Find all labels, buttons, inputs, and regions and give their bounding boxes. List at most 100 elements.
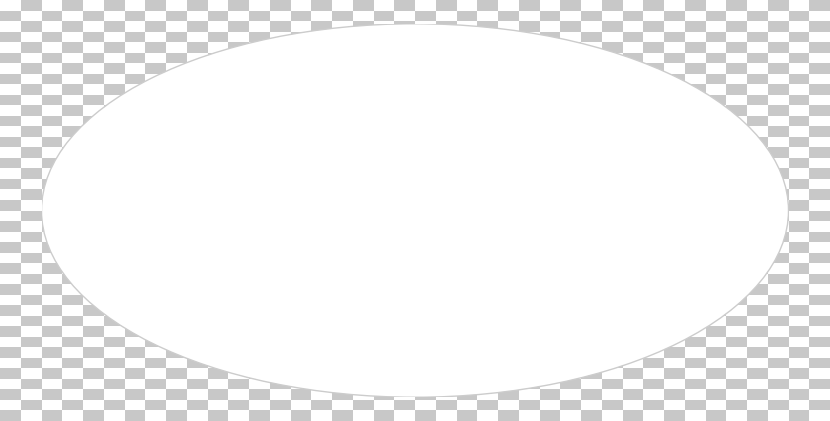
Bar [208, 305, 228, 316]
Bar [726, 158, 747, 168]
Bar [622, 410, 643, 421]
Bar [788, 158, 809, 168]
Bar [581, 242, 602, 253]
Bar [685, 11, 706, 21]
Bar [394, 189, 415, 200]
Bar [643, 179, 664, 189]
Bar [560, 189, 581, 200]
Bar [374, 274, 394, 284]
Bar [498, 263, 519, 274]
Bar [602, 347, 622, 358]
Bar [519, 11, 540, 21]
Bar [747, 358, 768, 368]
Bar [768, 0, 788, 11]
Bar [145, 284, 166, 295]
Bar [540, 95, 560, 105]
Bar [643, 189, 664, 200]
Bar [685, 53, 706, 63]
Bar [560, 0, 581, 11]
Bar [21, 253, 42, 263]
Bar [249, 11, 270, 21]
Bar [228, 11, 249, 21]
Bar [290, 74, 311, 84]
Bar [726, 400, 747, 410]
Bar [685, 147, 706, 158]
Bar [664, 105, 685, 116]
Bar [290, 337, 311, 347]
Bar [83, 295, 104, 305]
Bar [643, 221, 664, 232]
Bar [664, 221, 685, 232]
Bar [581, 284, 602, 295]
Bar [519, 137, 540, 147]
Bar [353, 158, 374, 168]
Bar [602, 116, 622, 126]
Bar [228, 74, 249, 84]
Bar [519, 32, 540, 42]
Bar [353, 316, 374, 326]
Bar [747, 326, 768, 337]
Bar [768, 295, 788, 305]
Bar [664, 84, 685, 95]
Bar [249, 295, 270, 305]
Bar [124, 137, 145, 147]
Bar [62, 316, 83, 326]
Bar [415, 295, 436, 305]
Bar [124, 63, 145, 74]
Bar [685, 284, 706, 295]
Bar [145, 368, 166, 379]
Bar [747, 379, 768, 389]
Bar [747, 221, 768, 232]
Bar [768, 179, 788, 189]
Bar [415, 179, 436, 189]
Bar [788, 253, 809, 263]
Bar [374, 316, 394, 326]
Bar [457, 0, 477, 11]
Bar [415, 232, 436, 242]
Bar [394, 295, 415, 305]
Bar [809, 368, 830, 379]
Bar [270, 347, 290, 358]
Bar [809, 84, 830, 95]
Bar [394, 53, 415, 63]
Bar [208, 210, 228, 221]
Bar [643, 410, 664, 421]
Bar [519, 126, 540, 137]
Bar [788, 368, 809, 379]
Bar [311, 147, 332, 158]
Bar [187, 326, 208, 337]
Bar [124, 368, 145, 379]
Bar [311, 232, 332, 242]
Bar [270, 274, 290, 284]
Bar [290, 42, 311, 53]
Bar [581, 305, 602, 316]
Bar [208, 347, 228, 358]
Bar [353, 53, 374, 63]
Bar [664, 74, 685, 84]
Bar [249, 389, 270, 400]
Bar [104, 63, 124, 74]
Bar [415, 168, 436, 179]
Bar [332, 168, 353, 179]
Bar [166, 326, 187, 337]
Bar [166, 179, 187, 189]
Bar [602, 379, 622, 389]
Bar [187, 410, 208, 421]
Bar [664, 11, 685, 21]
Bar [124, 221, 145, 232]
Bar [498, 410, 519, 421]
Bar [540, 410, 560, 421]
Bar [726, 263, 747, 274]
Bar [0, 95, 21, 105]
Bar [332, 400, 353, 410]
Bar [788, 263, 809, 274]
Bar [747, 158, 768, 168]
Bar [145, 305, 166, 316]
Bar [519, 347, 540, 358]
Bar [42, 200, 62, 210]
Bar [62, 337, 83, 347]
Bar [145, 189, 166, 200]
Bar [332, 410, 353, 421]
Bar [540, 126, 560, 137]
Bar [809, 284, 830, 295]
